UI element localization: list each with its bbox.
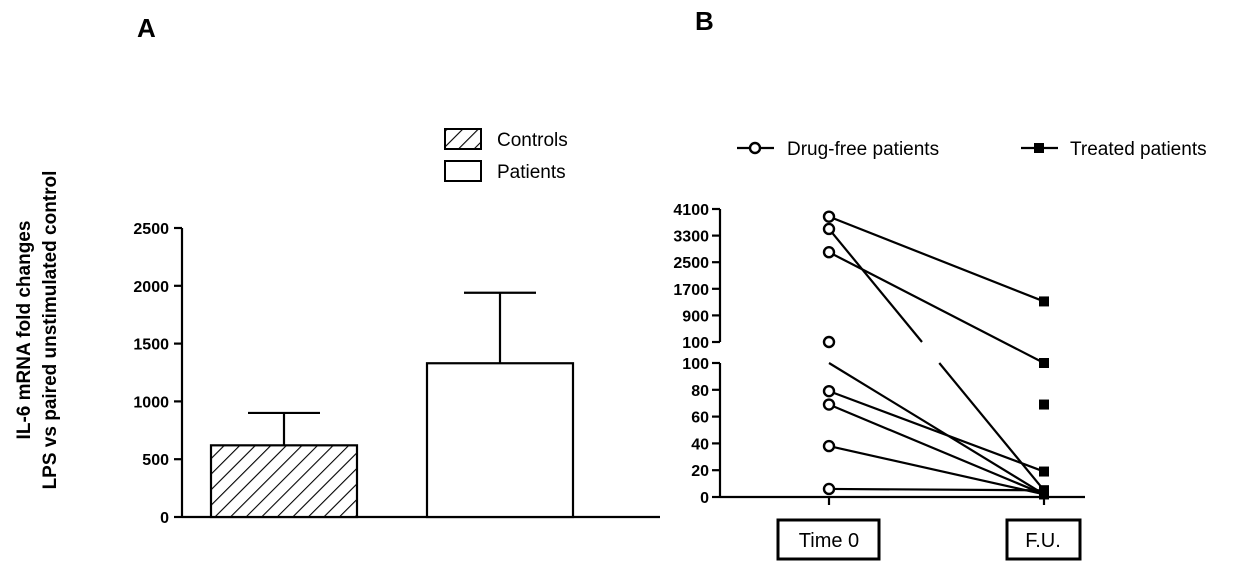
series-line (828, 445, 1045, 496)
y-tick-label-upper: 3300 (673, 229, 709, 246)
y-tick-label-upper: 100 (682, 335, 709, 352)
y-tick-label: 500 (142, 452, 169, 469)
y-tick-label-lower: 80 (691, 383, 709, 400)
panel-letter-b: B (695, 6, 714, 36)
bar-patients (425, 362, 575, 519)
marker-fu (1039, 485, 1049, 496)
y-axis-label-line-1: IL-6 mRNA fold changes (14, 221, 35, 440)
marker-time0 (822, 398, 836, 411)
chart-b: Drug-free patients Treated patients 100 9… (673, 139, 1207, 561)
series-line (828, 487, 1045, 492)
marker-time0 (822, 384, 836, 398)
series-line (828, 362, 1045, 496)
y-tick-label-upper: 900 (682, 308, 709, 325)
y-tick-label: 1000 (133, 394, 169, 411)
marker-fu (1039, 466, 1049, 477)
marker-time0 (822, 246, 836, 259)
legend-swatch-patients (444, 160, 482, 182)
x-category-label-time0: Time 0 (799, 530, 859, 552)
y-tick-label-lower: 60 (691, 410, 709, 427)
y-tick-label-lower: 20 (691, 463, 709, 480)
series-line (828, 228, 923, 343)
y-tick-label: 2000 (133, 279, 169, 296)
marker-fu (1039, 296, 1049, 307)
legend-label-drug-free: Drug-free patients (787, 139, 939, 160)
panel-letter-a: A (137, 13, 156, 43)
chart-a: IL-6 mRNA fold changes LPS vs paired uns… (14, 128, 660, 527)
y-tick-label-lower: 100 (682, 356, 709, 373)
y-tick-label-upper: 2500 (673, 255, 709, 272)
marker-time0 (822, 482, 836, 496)
series-line (938, 362, 1045, 491)
y-tick-label-upper: 1700 (673, 282, 709, 299)
marker-time0 (822, 222, 836, 236)
x-category-box-time0 (776, 518, 881, 561)
x-category-box-fu (1005, 518, 1082, 561)
series-line (828, 390, 1045, 473)
y-tick-label: 2500 (133, 221, 169, 238)
series-line (828, 215, 1045, 303)
legend-label-controls: Controls (497, 130, 568, 151)
legend-label-patients: Patients (497, 162, 566, 183)
legend-label-treated: Treated patients (1070, 139, 1207, 160)
legend-swatch-controls (444, 128, 482, 150)
marker-fu (1039, 358, 1049, 368)
marker-time0 (822, 439, 836, 453)
series-line (828, 251, 1045, 364)
legend-b: Drug-free patients Treated patients (737, 139, 1207, 160)
legend-marker-drug-free (748, 141, 762, 155)
y-tick-label: 1500 (133, 337, 169, 354)
series-line (828, 403, 1045, 496)
y-tick-label: 0 (160, 510, 169, 527)
x-category-label-fu: F.U. (1025, 530, 1061, 552)
y-tick-label-lower: 0 (700, 490, 709, 507)
bar-controls (209, 444, 359, 519)
legend-a: Controls Patients (444, 128, 568, 183)
y-tick-label-lower: 40 (691, 436, 709, 453)
legend-marker-treated (1034, 143, 1044, 153)
y-axis-label-line-2: LPS vs paired unstimulated control (40, 171, 61, 490)
marker-fu (1039, 399, 1049, 410)
y-tick-label-upper: 4100 (673, 202, 709, 219)
marker-time0 (822, 210, 836, 223)
marker-time0 (822, 335, 836, 349)
